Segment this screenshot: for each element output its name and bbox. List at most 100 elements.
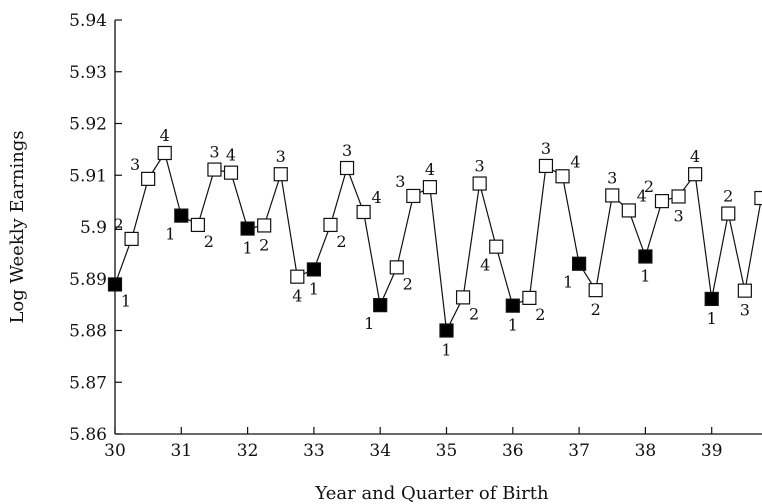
y-tick-label: 5.89 [69, 270, 107, 290]
marker-q4 [422, 180, 438, 195]
axes [114, 20, 762, 435]
marker-q3 [538, 158, 554, 174]
quarter-label: 3 [209, 143, 219, 162]
y-tick-label: 5.9 [80, 218, 107, 238]
marker-q2 [257, 218, 272, 233]
quarter-label: 4 [160, 126, 170, 145]
quarter-label: 2 [204, 232, 214, 251]
marker-q1 [571, 256, 587, 271]
x-tick-label: 34 [369, 441, 391, 461]
quarter-label: 3 [740, 301, 750, 320]
marker-q2 [124, 231, 139, 247]
x-tick-label: 38 [635, 441, 657, 461]
marker-q4 [621, 203, 636, 218]
quarter-label: 1 [640, 266, 650, 285]
quarter-label: 3 [475, 157, 485, 176]
quarter-label: 3 [673, 206, 683, 225]
x-tick-label: 36 [502, 441, 524, 461]
quarter-label: 3 [607, 168, 617, 187]
marker-q3 [671, 189, 686, 204]
quarter-label: 2 [113, 215, 123, 234]
quarter-label: 1 [508, 316, 518, 335]
marker-q3 [273, 167, 288, 182]
quarter-label: 1 [364, 314, 374, 333]
quarter-label: 4 [637, 186, 647, 205]
marker-q1 [505, 298, 520, 313]
quarter-label: 3 [395, 172, 405, 191]
marker-q4 [754, 190, 762, 206]
y-tick-label: 5.94 [69, 11, 107, 31]
marker-q3 [141, 171, 156, 186]
x-axis-title: Year and Quarter of Birth [314, 483, 549, 504]
x-tick-label: 35 [436, 441, 458, 461]
quarter-label: 1 [243, 239, 253, 258]
marker-q1 [240, 221, 255, 236]
y-tick-label: 5.92 [69, 115, 107, 135]
marker-q1 [107, 277, 123, 292]
marker-q1 [306, 262, 321, 277]
x-tick-label: 30 [104, 441, 126, 461]
quarter-label: 2 [591, 300, 601, 319]
x-tick-label: 37 [568, 441, 590, 461]
quarter-label: 1 [707, 309, 717, 328]
quarter-label: 2 [535, 305, 545, 324]
quarter-label: 2 [644, 177, 654, 196]
marker-q3 [605, 188, 620, 203]
x-tick-label: 39 [701, 441, 723, 461]
quarter-label: 4 [480, 256, 490, 275]
marker-q1 [373, 298, 388, 313]
quarter-label: 4 [226, 146, 236, 165]
marker-q3 [472, 176, 487, 191]
y-tick-label: 5.87 [69, 373, 107, 393]
marker-q3 [207, 162, 222, 177]
marker-q4 [489, 239, 504, 254]
marker-q3 [737, 283, 752, 298]
marker-q1 [704, 291, 719, 307]
marker-q2 [323, 217, 338, 233]
marker-q4 [356, 204, 371, 220]
quarter-label: 4 [425, 160, 435, 179]
marker-q1 [174, 208, 189, 223]
marker-q4 [290, 269, 305, 284]
marker-q2 [389, 260, 404, 275]
earnings-line [114, 151, 762, 333]
quarter-label: 2 [336, 232, 346, 251]
quarter-label: 3 [541, 139, 551, 158]
quarter-label: 4 [570, 152, 580, 171]
x-tick-label: 31 [170, 441, 192, 461]
series-line [114, 151, 762, 333]
marker-q2 [522, 290, 537, 305]
marker-q3 [406, 188, 421, 204]
quarter-label: 3 [276, 147, 286, 166]
x-tick-label: 32 [237, 441, 259, 461]
quarter-label: 4 [372, 188, 382, 207]
quarter-label: 4 [690, 147, 700, 166]
quarter-label: 2 [259, 235, 269, 254]
point-labels: 1234123412341234123412341234123412341234 [113, 126, 750, 360]
y-tick-label: 5.88 [69, 322, 107, 342]
marker-q2 [654, 194, 670, 209]
y-axis-title: Log Weekly Earnings [7, 130, 28, 323]
quarter-label: 3 [130, 155, 140, 174]
quarter-label: 1 [563, 273, 573, 292]
marker-q4 [157, 145, 172, 161]
marker-q1 [439, 323, 454, 338]
y-tick-label: 5.86 [69, 425, 107, 445]
y-tick-label: 5.93 [69, 63, 107, 83]
marker-q4 [223, 165, 239, 180]
quarter-label: 2 [469, 304, 479, 323]
quarter-label: 3 [342, 141, 352, 160]
quarter-label: 4 [292, 287, 302, 306]
marker-q1 [638, 249, 653, 264]
quarter-label: 1 [441, 341, 451, 360]
quarter-label: 2 [723, 187, 733, 206]
markers [107, 145, 762, 338]
marker-q2 [190, 217, 205, 233]
quarter-label: 1 [121, 291, 131, 310]
y-tick-label: 5.91 [69, 166, 107, 186]
quarter-label: 2 [403, 274, 413, 293]
marker-q3 [339, 160, 355, 176]
x-tick-label: 33 [303, 441, 325, 461]
